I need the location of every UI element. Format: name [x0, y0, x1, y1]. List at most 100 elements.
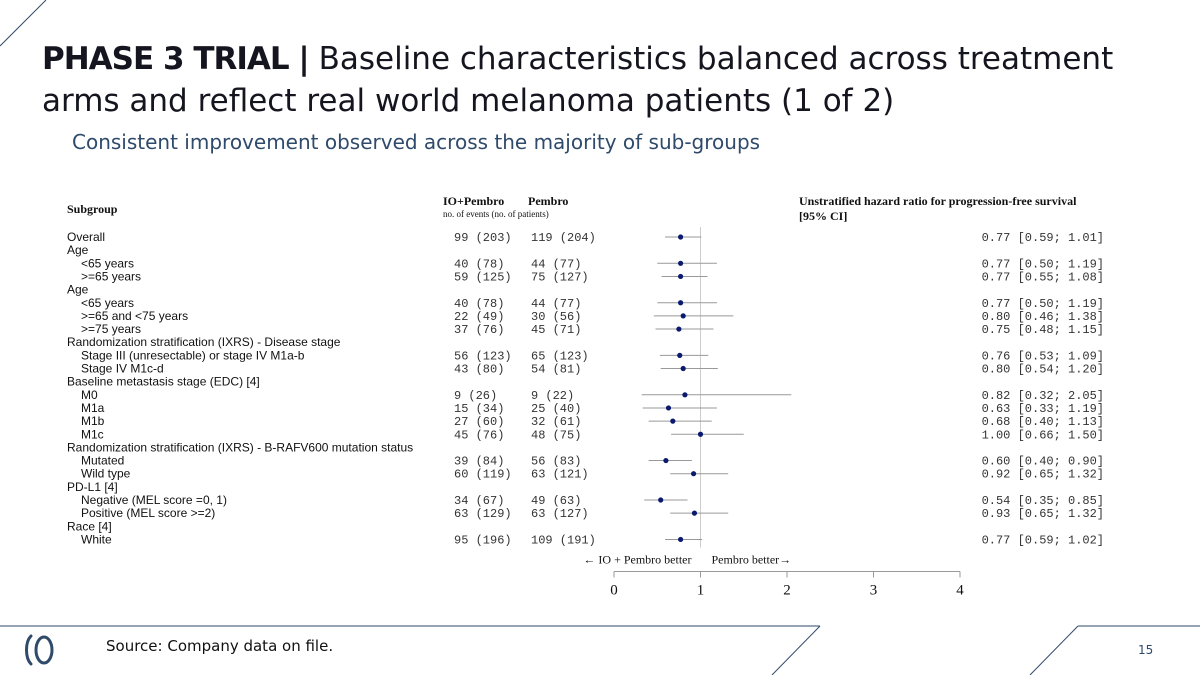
hr-ci-text: 0.63 [0.33; 1.19] [982, 402, 1104, 416]
x-tick-label: 4 [956, 582, 964, 598]
io-pembro-events: 37 (76) [454, 323, 504, 337]
pembro-events: 63 (121) [531, 468, 589, 482]
io-pembro-events: 45 (76) [454, 428, 504, 442]
pembro-events: 63 (127) [531, 507, 589, 521]
io-pembro-events: 40 (78) [454, 257, 504, 271]
pembro-events: 25 (40) [531, 402, 581, 416]
subgroup-label: Negative (MEL score =0, 1) [81, 493, 227, 507]
company-logo [25, 634, 54, 666]
hr-point [670, 418, 676, 424]
io-pembro-events: 95 (196) [454, 533, 512, 547]
subgroup-label: Race [4] [67, 519, 112, 533]
subgroup-label: >=75 years [81, 322, 141, 336]
pembro-events: 44 (77) [531, 257, 581, 271]
subgroup-label: <65 years [81, 256, 134, 270]
subgroup-label: M1a [81, 401, 105, 415]
hr-point [677, 352, 683, 358]
subgroup-label: <65 years [81, 296, 134, 310]
hr-point [658, 497, 664, 503]
io-pembro-events: 56 (123) [454, 349, 512, 363]
subgroup-label: Wild type [81, 467, 131, 481]
pembro-events: 9 (22) [531, 389, 574, 403]
subgroup-label: >=65 and <75 years [81, 309, 188, 323]
io-pembro-events: 59 (125) [454, 270, 512, 284]
hr-ci-text: 0.77 [0.55; 1.08] [982, 270, 1104, 284]
hr-point [678, 234, 684, 240]
pembro-events: 45 (71) [531, 323, 581, 337]
hr-point [680, 313, 686, 319]
hr-ci-text: 0.92 [0.65; 1.32] [982, 468, 1104, 482]
col-header-units: no. of events (no. of patients) [443, 209, 549, 219]
hr-ci-text: 0.80 [0.54; 1.20] [982, 363, 1104, 377]
hr-point [665, 405, 672, 411]
forest-plot: Subgroup IO+Pembro Pembro no. of events … [67, 194, 1104, 598]
hr-ci-text: 0.68 [0.40; 1.13] [982, 415, 1104, 429]
page-subtitle: Consistent improvement observed across t… [72, 130, 761, 154]
x-axis: ← IO + Pembro better Pembro better→ 0 1 2 3 4 [583, 552, 964, 598]
subgroup-label: Randomization stratification (IXRS) - Di… [67, 335, 341, 349]
subgroup-label: Age [67, 283, 89, 297]
chart-title: Unstratified hazard ratio for progressio… [799, 194, 1077, 208]
io-pembro-events: 39 (84) [454, 455, 504, 469]
pembro-events: 32 (61) [531, 415, 581, 429]
hr-ci-text: 0.60 [0.40; 0.90] [982, 455, 1104, 469]
title-rest: Baseline characteristics balanced across… [42, 41, 1114, 119]
x-tick-label: 0 [610, 582, 618, 598]
hr-ci-text: 0.77 [0.59; 1.02] [982, 533, 1104, 547]
hr-point [680, 365, 686, 372]
io-pembro-events: 15 (34) [454, 402, 504, 416]
subgroup-label: >=65 years [81, 269, 141, 283]
subgroup-label: Mutated [81, 454, 124, 468]
hr-point [678, 300, 684, 306]
hr-point [678, 260, 684, 266]
pembro-events: 65 (123) [531, 349, 589, 363]
hr-point [663, 457, 669, 464]
io-pembro-events: 34 (67) [454, 494, 504, 508]
io-pembro-events: 40 (78) [454, 297, 504, 311]
hr-point [690, 471, 697, 477]
hr-ci-text: 0.77 [0.50; 1.19] [982, 257, 1104, 271]
pembro-events: 119 (204) [531, 231, 596, 245]
x-tick-label: 3 [870, 582, 878, 598]
pembro-events: 56 (83) [531, 455, 581, 469]
hr-ci-text: 0.77 [0.59; 1.01] [982, 231, 1104, 245]
pembro-events: 54 (81) [531, 363, 581, 377]
subgroup-label: M0 [81, 388, 98, 402]
page-number: 15 [1138, 643, 1154, 657]
pembro-events: 44 (77) [531, 297, 581, 311]
footer-divider [0, 625, 1200, 675]
hr-ci-text: 0.93 [0.65; 1.32] [982, 507, 1104, 521]
io-pembro-events: 99 (203) [454, 231, 512, 245]
left-direction-label: ← IO + Pembro better [583, 552, 691, 566]
subgroup-label: Positive (MEL score >=2) [81, 506, 215, 520]
title-bold: PHASE 3 TRIAL | [42, 41, 310, 77]
hr-point [697, 431, 704, 437]
io-pembro-events: 63 (129) [454, 507, 512, 521]
hr-point [678, 536, 684, 543]
hr-ci-text: 0.80 [0.46; 1.38] [982, 310, 1104, 324]
pembro-events: 75 (127) [531, 270, 589, 284]
page-title: PHASE 3 TRIAL | Baseline characteristics… [42, 38, 1182, 122]
corner-decoration [0, 0, 47, 47]
subgroup-label: Randomization stratification (IXRS) - B-… [67, 440, 413, 454]
chart-title-ci: [95% CI] [799, 209, 847, 223]
hr-ci-text: 0.76 [0.53; 1.09] [982, 349, 1104, 363]
subgroup-label: Age [67, 243, 89, 257]
subgroup-label: Overall [67, 230, 105, 244]
hr-point [691, 510, 698, 516]
subgroup-label: Stage IV M1c-d [81, 362, 164, 376]
io-pembro-events: 60 (119) [454, 468, 512, 482]
x-tick-label: 1 [697, 582, 705, 598]
hr-point [676, 326, 682, 332]
subgroup-label: M1c [81, 427, 104, 441]
hr-ci-text: 0.77 [0.50; 1.19] [982, 297, 1104, 311]
io-pembro-events: 22 (49) [454, 310, 504, 324]
pembro-events: 30 (56) [531, 310, 581, 324]
x-tick-label: 2 [783, 582, 791, 598]
subgroup-label: M1b [81, 414, 105, 428]
hr-ci-text: 0.75 [0.48; 1.15] [982, 323, 1104, 337]
right-direction-label: Pembro better→ [712, 552, 792, 566]
io-pembro-events: 9 (26) [454, 389, 497, 403]
hr-ci-text: 0.82 [0.32; 2.05] [982, 389, 1104, 403]
hr-ci-text: 1.00 [0.66; 1.50] [982, 428, 1104, 442]
